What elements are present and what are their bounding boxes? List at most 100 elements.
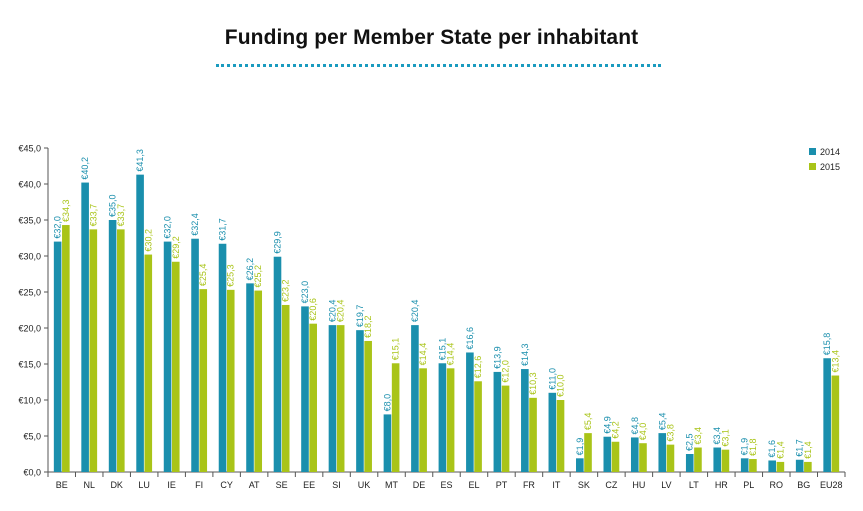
bar-2014-it xyxy=(548,392,557,472)
data-label-2014-at: €26,2 xyxy=(245,258,255,281)
data-label-2015-hr: €3,1 xyxy=(720,429,730,447)
data-label-2014-cz: €4,9 xyxy=(602,416,612,434)
bar-2015-uk xyxy=(364,340,372,472)
bar-2015-lv xyxy=(666,444,675,472)
title-underline xyxy=(216,64,661,67)
bar-2015-sk xyxy=(584,433,592,472)
data-label-2014-nl: €40,2 xyxy=(80,157,90,180)
y-tick-label: €20,0 xyxy=(18,324,41,334)
data-label-2014-uk: €19,7 xyxy=(355,305,365,328)
x-tick-label-bg: BG xyxy=(797,480,810,490)
legend-label-2014: 2014 xyxy=(820,147,840,157)
y-tick-label: €30,0 xyxy=(18,252,41,262)
bar-2015-de xyxy=(419,368,427,472)
data-label-2015-nl: €33,7 xyxy=(88,204,98,227)
bar-2015-ie xyxy=(171,261,180,472)
x-tick-label-el: EL xyxy=(468,480,479,490)
x-tick-label-ee: EE xyxy=(303,480,315,490)
bar-2015-lt xyxy=(694,447,702,472)
bar-2015-fr xyxy=(529,397,537,472)
data-label-2015-eu28: €13,4 xyxy=(830,350,840,373)
data-label-2015-cz: €4,2 xyxy=(610,421,620,439)
x-tick-label-pl: PL xyxy=(743,480,754,490)
data-label-2015-se: €23,2 xyxy=(281,279,291,302)
data-label-2014-si: €20,4 xyxy=(327,300,337,323)
data-label-2015-pl: €1,8 xyxy=(748,439,758,457)
data-label-2014-lt: €2,5 xyxy=(685,433,695,451)
y-tick-label: €5,0 xyxy=(23,432,41,442)
data-label-2014-el: €16,6 xyxy=(465,327,475,350)
y-tick-label: €45,0 xyxy=(18,144,41,154)
y-tick-label: €40,0 xyxy=(18,180,41,190)
data-label-2015-ee: €20,6 xyxy=(308,298,318,321)
bar-2014-sk xyxy=(576,458,584,472)
data-label-2014-ie: €32,0 xyxy=(163,216,173,239)
data-label-2014-be: €32,0 xyxy=(53,216,63,239)
bar-2014-de xyxy=(411,325,419,472)
data-label-2014-fi: €32,4 xyxy=(190,213,200,236)
legend-swatch-2014 xyxy=(809,148,816,155)
x-tick-label-it: IT xyxy=(552,480,561,490)
data-label-2014-bg: €1,7 xyxy=(795,439,805,457)
x-tick-label-lu: LU xyxy=(138,480,150,490)
data-label-2015-si: €20,4 xyxy=(336,300,346,323)
y-tick-label: €10,0 xyxy=(18,396,41,406)
bar-2014-at xyxy=(246,283,254,472)
x-tick-label-lv: LV xyxy=(661,480,671,490)
bar-2014-cz xyxy=(603,436,612,472)
bar-2014-si xyxy=(328,325,337,472)
data-label-2015-be: €34,3 xyxy=(61,200,71,223)
data-label-2014-cy: €31,7 xyxy=(218,218,228,241)
bar-2014-cy xyxy=(218,243,227,472)
x-tick-label-cy: CY xyxy=(220,480,233,490)
data-label-2015-el: €12,6 xyxy=(473,356,483,379)
data-label-2015-cy: €25,3 xyxy=(226,264,236,287)
data-label-2014-lv: €5,4 xyxy=(657,413,667,431)
bar-2014-hr xyxy=(713,447,722,472)
data-label-2015-dk: €33,7 xyxy=(116,204,126,227)
data-label-2014-sk: €1,9 xyxy=(575,438,585,456)
bar-2015-be xyxy=(62,225,70,472)
data-label-2015-it: €10,0 xyxy=(556,374,566,397)
x-tick-label-cz: CZ xyxy=(605,480,617,490)
data-label-2014-pt: €13,9 xyxy=(492,346,502,369)
data-label-2015-ie: €29,2 xyxy=(171,236,181,259)
bar-2015-hr xyxy=(721,449,730,472)
x-tick-label-ie: IE xyxy=(167,480,176,490)
bar-2015-eu28 xyxy=(831,375,840,472)
bar-2015-nl xyxy=(89,229,98,472)
x-tick-label-fi: FI xyxy=(195,480,203,490)
bar-2014-es xyxy=(438,363,447,472)
data-label-2015-ro: €1,4 xyxy=(775,441,785,459)
data-label-2015-bg: €1,4 xyxy=(803,441,813,459)
x-tick-label-lt: LT xyxy=(689,480,699,490)
x-tick-label-pt: PT xyxy=(496,480,508,490)
bar-2015-ro xyxy=(776,461,785,472)
bar-2015-es xyxy=(446,368,455,472)
bar-2014-nl xyxy=(81,182,89,472)
data-label-2014-it: €11,0 xyxy=(547,368,557,390)
bar-2014-mt xyxy=(383,414,392,472)
legend-swatch-2015 xyxy=(809,163,816,170)
data-label-2014-lu: €41,3 xyxy=(135,149,145,172)
data-label-2015-fi: €25,4 xyxy=(198,264,208,287)
x-tick-label-eu28: EU28 xyxy=(820,480,843,490)
data-label-2014-se: €29,9 xyxy=(273,231,283,254)
y-tick-label: €25,0 xyxy=(18,288,41,298)
data-label-2014-fr: €14,3 xyxy=(520,344,530,367)
bar-2014-dk xyxy=(108,220,117,472)
x-tick-label-dk: DK xyxy=(110,480,123,490)
x-tick-label-nl: NL xyxy=(83,480,95,490)
data-label-2015-sk: €5,4 xyxy=(583,413,593,431)
bar-2014-ro xyxy=(768,460,776,472)
bar-2015-hu xyxy=(639,443,647,472)
x-tick-label-se: SE xyxy=(276,480,288,490)
x-tick-label-uk: UK xyxy=(358,480,371,490)
bar-2014-ie xyxy=(163,241,172,472)
x-tick-label-sk: SK xyxy=(578,480,590,490)
bar-2014-fi xyxy=(191,238,199,472)
data-label-2014-ro: €1,6 xyxy=(767,440,777,458)
data-label-2014-eu28: €15,8 xyxy=(822,333,832,356)
data-label-2015-mt: €15,1 xyxy=(391,338,401,361)
bar-2015-el xyxy=(474,381,482,472)
